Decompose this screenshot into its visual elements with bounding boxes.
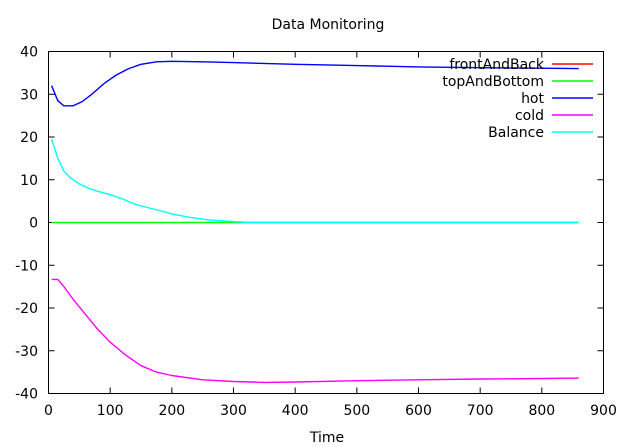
x-axis-tick-labels: 0 100 200 300 400 500 600 700 800 900 (44, 403, 617, 419)
x-tick-label: 100 (97, 403, 124, 419)
x-tick-label: 800 (528, 403, 555, 419)
x-axis-label: Time (309, 430, 344, 446)
y-tick-label: 40 (20, 45, 38, 61)
y-tick-label: 20 (20, 130, 38, 146)
y-tick-label: 30 (20, 87, 38, 103)
x-tick-label: 900 (590, 403, 617, 419)
legend-label: frontAndBack (449, 57, 545, 73)
x-tick-label: 400 (282, 403, 309, 419)
y-axis-tick-labels: -40 -30 -20 -10 0 10 20 30 40 (15, 45, 38, 403)
x-tick-label: 0 (44, 403, 53, 419)
y-tick-label: -20 (15, 301, 38, 317)
legend-label: topAndBottom (442, 74, 544, 90)
series-line-Balance (50, 138, 579, 224)
x-tick-label: 700 (467, 403, 494, 419)
series-line-cold (51, 278, 579, 384)
axis-ticks (48, 51, 604, 394)
series-lines (50, 60, 579, 384)
y-tick-label: 10 (20, 173, 38, 189)
series-line-hot (50, 60, 579, 107)
y-tick-label: -30 (15, 344, 38, 360)
legend-label: Balance (488, 125, 544, 141)
legend-label: hot (521, 91, 544, 107)
y-tick-label: -10 (15, 258, 38, 274)
x-tick-label: 500 (343, 403, 370, 419)
x-tick-label: 200 (158, 403, 185, 419)
y-tick-label: -40 (15, 387, 38, 403)
x-tick-label: 600 (405, 403, 432, 419)
chart-title: Data Monitoring (272, 17, 385, 33)
legend-label: cold (515, 108, 544, 124)
x-tick-label: 300 (220, 403, 247, 419)
y-tick-label: 0 (29, 216, 38, 232)
